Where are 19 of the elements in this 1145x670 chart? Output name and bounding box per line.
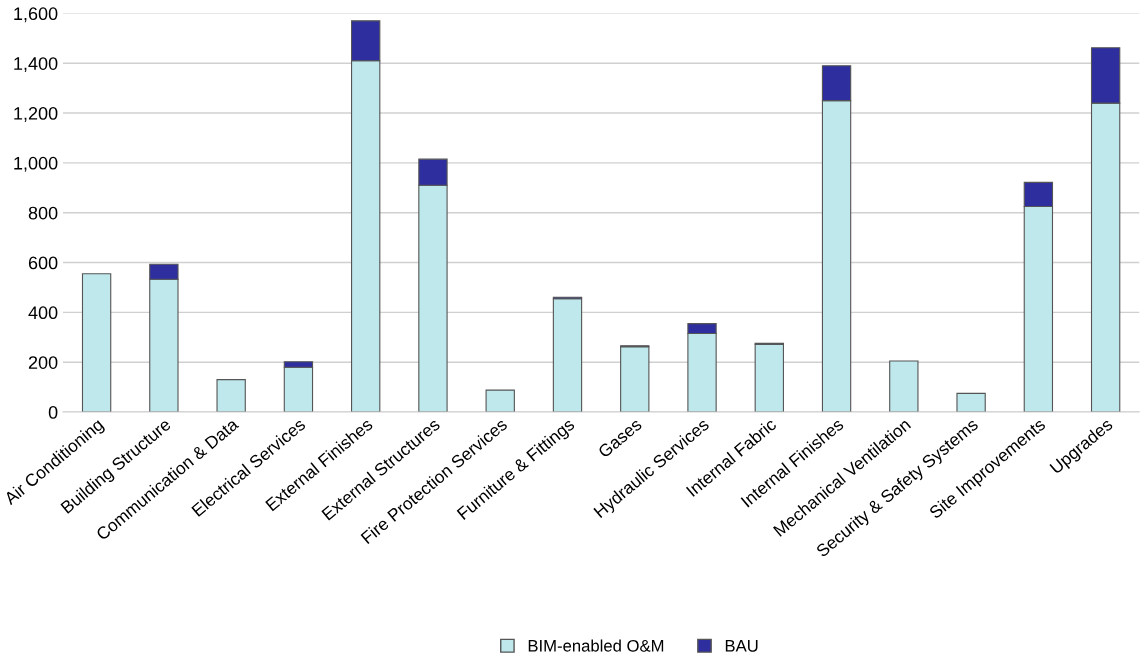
bar <box>620 346 650 413</box>
legend-label: BAU <box>725 640 758 652</box>
y-tick-label: 1,600 <box>14 7 58 23</box>
bar <box>889 360 919 413</box>
bar <box>81 273 112 413</box>
bar <box>754 343 784 413</box>
y-tick-label: 800 <box>28 206 58 220</box>
y-tick-label: 1,400 <box>14 57 58 73</box>
y-tick-label: 1,000 <box>14 156 58 172</box>
bar <box>552 298 583 413</box>
bar <box>216 379 246 413</box>
y-tick-label: 200 <box>28 356 58 369</box>
bar <box>956 392 986 413</box>
y-tick-label: 400 <box>28 306 58 320</box>
legend-label: BIM-enabled O&M <box>528 639 664 652</box>
bar <box>485 389 515 413</box>
y-tick-label: 1,200 <box>14 107 58 122</box>
y-tick-label: 0 <box>48 405 58 419</box>
y-tick-label: 600 <box>28 256 58 270</box>
